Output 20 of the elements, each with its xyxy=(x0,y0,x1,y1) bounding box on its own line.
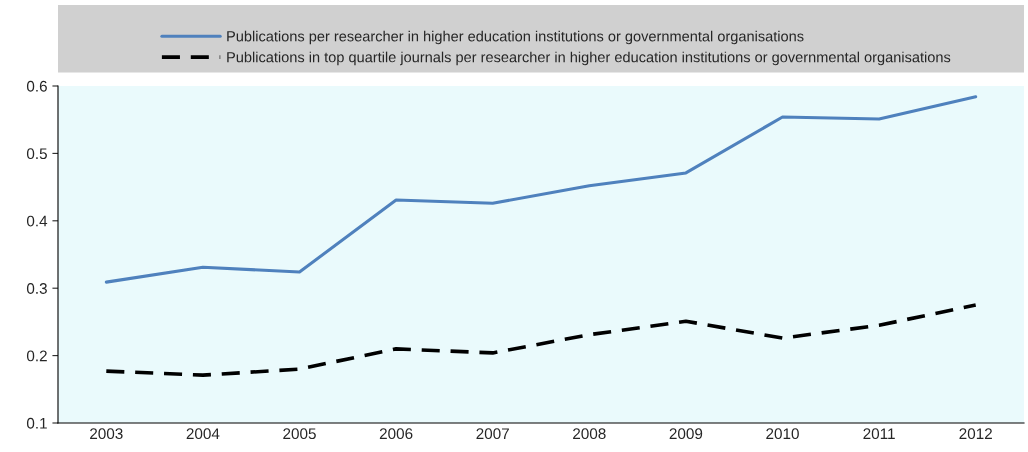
y-tick-label: 0.3 xyxy=(26,283,47,294)
x-tick-label: 2008 xyxy=(573,428,606,440)
y-tick-label: 0.1 xyxy=(26,417,47,429)
y-tick-label: 0.4 xyxy=(26,215,48,227)
x-tick-label: 2011 xyxy=(863,428,895,440)
y-tick-label: 0.2 xyxy=(26,350,47,362)
x-tick-label: 2004 xyxy=(186,428,220,440)
legend-label: Publications in top quartile journals per researcher in higher education institutions or governmental organisations xyxy=(227,51,951,66)
x-tick-label: 2006 xyxy=(379,428,413,440)
x-tick-label: 2012 xyxy=(959,428,992,440)
line-series xyxy=(104,303,978,377)
x-tick-label: 2007 xyxy=(476,428,509,440)
y-tick-label: 0.5 xyxy=(26,148,47,160)
line-series xyxy=(104,95,978,284)
x-tick-label: 2009 xyxy=(669,428,703,440)
x-tick-label: 2005 xyxy=(283,428,316,440)
legend-label: Publications per researcher in higher education institutions or governmental organisations xyxy=(227,30,804,45)
x-tick-label: 2003 xyxy=(90,428,123,440)
y-tick-label: 0.6 xyxy=(26,80,47,92)
x-tick-label: 2010 xyxy=(766,428,799,440)
